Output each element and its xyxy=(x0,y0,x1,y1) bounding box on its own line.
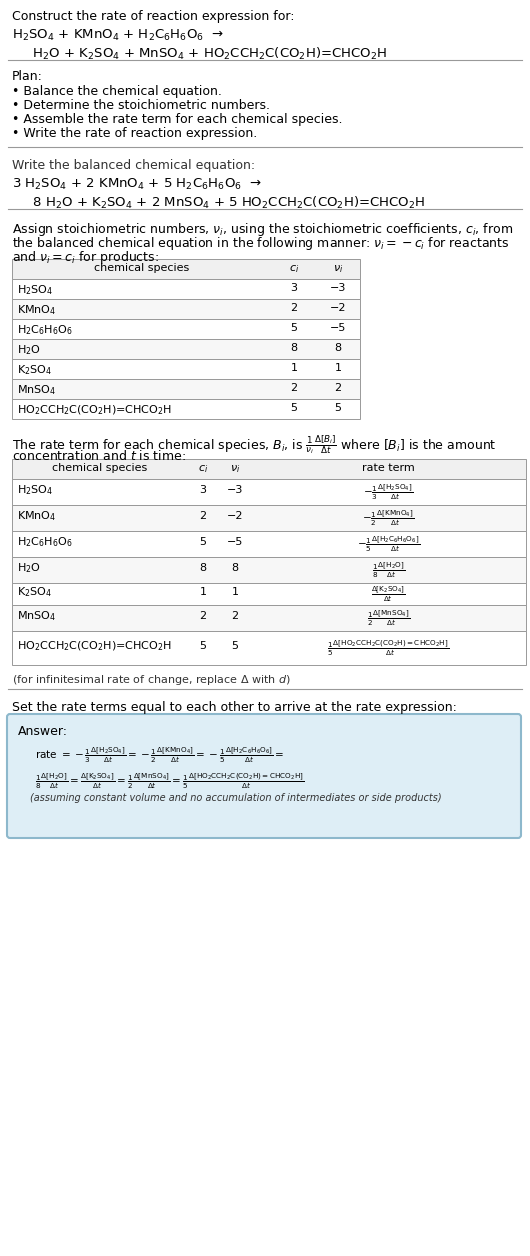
Text: 5: 5 xyxy=(290,403,297,413)
Text: HO$_2$CCH$_2$C(CO$_2$H)=CHCO$_2$H: HO$_2$CCH$_2$C(CO$_2$H)=CHCO$_2$H xyxy=(17,403,172,417)
Bar xyxy=(12,319,360,339)
Text: 5: 5 xyxy=(199,538,207,548)
Bar xyxy=(12,605,526,631)
Text: $\frac{1}{8}\frac{\Delta[\mathrm{H_2O}]}{\Delta t} = \frac{\Delta[\mathrm{K_2SO_: $\frac{1}{8}\frac{\Delta[\mathrm{H_2O}]}… xyxy=(35,771,305,791)
Text: $\frac{1}{5}\frac{\Delta[\mathrm{HO_2CCH_2C(CO_2H){=}CHCO_2H}]}{\Delta t}$: $\frac{1}{5}\frac{\Delta[\mathrm{HO_2CCH… xyxy=(328,638,449,658)
Text: H$_2$SO$_4$: H$_2$SO$_4$ xyxy=(17,283,53,296)
Text: 8: 8 xyxy=(199,563,207,573)
Text: $-\frac{1}{5}\frac{\Delta[\mathrm{H_2C_6H_6O_6}]}{\Delta t}$: $-\frac{1}{5}\frac{\Delta[\mathrm{H_2C_6… xyxy=(357,534,420,554)
Text: • Balance the chemical equation.: • Balance the chemical equation. xyxy=(12,85,222,98)
Text: 3 H$_2$SO$_4$ + 2 KMnO$_4$ + 5 H$_2$C$_6$H$_6$O$_6$  →: 3 H$_2$SO$_4$ + 2 KMnO$_4$ + 5 H$_2$C$_6… xyxy=(12,177,262,192)
Text: 5: 5 xyxy=(199,641,207,651)
Bar xyxy=(12,583,526,605)
Text: −3: −3 xyxy=(330,283,346,293)
Text: H$_2$O: H$_2$O xyxy=(17,561,41,575)
Text: Assign stoichiometric numbers, $\nu_i$, using the stoichiometric coefficients, $: Assign stoichiometric numbers, $\nu_i$, … xyxy=(12,221,513,237)
Text: 3: 3 xyxy=(290,283,297,293)
Text: $\frac{\Delta[\mathrm{K_2SO_4}]}{\Delta t}$: $\frac{\Delta[\mathrm{K_2SO_4}]}{\Delta … xyxy=(371,584,406,604)
Text: 2: 2 xyxy=(334,383,341,393)
Text: $-\frac{1}{2}\frac{\Delta[\mathrm{KMnO_4}]}{\Delta t}$: $-\frac{1}{2}\frac{\Delta[\mathrm{KMnO_4… xyxy=(363,509,414,528)
Text: 1: 1 xyxy=(232,587,239,597)
Text: 1: 1 xyxy=(199,587,207,597)
Text: 3: 3 xyxy=(199,485,207,495)
Text: $\nu_i$: $\nu_i$ xyxy=(333,263,343,275)
FancyBboxPatch shape xyxy=(7,713,521,838)
Text: H$_2$SO$_4$: H$_2$SO$_4$ xyxy=(17,484,53,497)
Text: K$_2$SO$_4$: K$_2$SO$_4$ xyxy=(17,585,52,599)
Bar xyxy=(12,299,360,319)
Text: 8 H$_2$O + K$_2$SO$_4$ + 2 MnSO$_4$ + 5 HO$_2$CCH$_2$C(CO$_2$H)=CHCO$_2$H: 8 H$_2$O + K$_2$SO$_4$ + 2 MnSO$_4$ + 5 … xyxy=(24,195,425,211)
Text: −3: −3 xyxy=(227,485,243,495)
Text: $\frac{1}{2}\frac{\Delta[\mathrm{MnSO_4}]}{\Delta t}$: $\frac{1}{2}\frac{\Delta[\mathrm{MnSO_4}… xyxy=(367,608,410,628)
Text: K$_2$SO$_4$: K$_2$SO$_4$ xyxy=(17,363,52,377)
Text: 2: 2 xyxy=(199,610,207,620)
Text: H$_2$O: H$_2$O xyxy=(17,343,41,357)
Text: Construct the rate of reaction expression for:: Construct the rate of reaction expressio… xyxy=(12,10,295,23)
Text: chemical species: chemical species xyxy=(94,263,190,273)
Text: 1: 1 xyxy=(290,363,297,373)
Text: H$_2$O + K$_2$SO$_4$ + MnSO$_4$ + HO$_2$CCH$_2$C(CO$_2$H)=CHCO$_2$H: H$_2$O + K$_2$SO$_4$ + MnSO$_4$ + HO$_2$… xyxy=(24,46,387,62)
Text: KMnO$_4$: KMnO$_4$ xyxy=(17,509,56,522)
Bar xyxy=(12,631,526,664)
Text: $\nu_i$: $\nu_i$ xyxy=(230,463,240,475)
Text: • Write the rate of reaction expression.: • Write the rate of reaction expression. xyxy=(12,127,257,139)
Bar xyxy=(12,505,526,531)
Text: (for infinitesimal rate of change, replace Δ with $d$): (for infinitesimal rate of change, repla… xyxy=(12,673,291,687)
Text: $-\frac{1}{3}\frac{\Delta[\mathrm{H_2SO_4}]}{\Delta t}$: $-\frac{1}{3}\frac{\Delta[\mathrm{H_2SO_… xyxy=(364,482,413,502)
Bar xyxy=(12,556,526,583)
Text: MnSO$_4$: MnSO$_4$ xyxy=(17,609,56,623)
Text: 8: 8 xyxy=(334,343,341,353)
Text: chemical species: chemical species xyxy=(52,463,147,474)
Text: • Assemble the rate term for each chemical species.: • Assemble the rate term for each chemic… xyxy=(12,113,342,126)
Bar xyxy=(12,399,360,420)
Text: Plan:: Plan: xyxy=(12,70,43,83)
Text: H$_2$SO$_4$ + KMnO$_4$ + H$_2$C$_6$H$_6$O$_6$  →: H$_2$SO$_4$ + KMnO$_4$ + H$_2$C$_6$H$_6$… xyxy=(12,28,224,43)
Bar xyxy=(12,479,526,505)
Bar xyxy=(12,279,360,299)
Text: −2: −2 xyxy=(227,511,243,521)
Text: Set the rate terms equal to each other to arrive at the rate expression:: Set the rate terms equal to each other t… xyxy=(12,701,457,713)
Text: H$_2$C$_6$H$_6$O$_6$: H$_2$C$_6$H$_6$O$_6$ xyxy=(17,323,73,337)
Bar xyxy=(12,531,526,556)
Text: −2: −2 xyxy=(330,303,346,313)
Text: 1: 1 xyxy=(334,363,341,373)
Text: 2: 2 xyxy=(199,511,207,521)
Bar xyxy=(12,458,526,479)
Text: $\frac{1}{8}\frac{\Delta[\mathrm{H_2O}]}{\Delta t}$: $\frac{1}{8}\frac{\Delta[\mathrm{H_2O}]}… xyxy=(372,560,405,580)
Text: 2: 2 xyxy=(290,383,297,393)
Text: concentration and $t$ is time:: concentration and $t$ is time: xyxy=(12,448,186,463)
Bar xyxy=(12,379,360,399)
Text: H$_2$C$_6$H$_6$O$_6$: H$_2$C$_6$H$_6$O$_6$ xyxy=(17,535,73,549)
Text: 8: 8 xyxy=(290,343,297,353)
Text: 8: 8 xyxy=(232,563,239,573)
Text: KMnO$_4$: KMnO$_4$ xyxy=(17,303,56,317)
Text: MnSO$_4$: MnSO$_4$ xyxy=(17,383,56,397)
Bar xyxy=(12,259,360,279)
Text: −5: −5 xyxy=(227,538,243,548)
Text: $c_i$: $c_i$ xyxy=(289,263,299,275)
Text: HO$_2$CCH$_2$C(CO$_2$H)=CHCO$_2$H: HO$_2$CCH$_2$C(CO$_2$H)=CHCO$_2$H xyxy=(17,639,172,653)
Text: rate term: rate term xyxy=(362,463,415,474)
Text: The rate term for each chemical species, $B_i$, is $\frac{1}{\nu_i}\frac{\Delta[: The rate term for each chemical species,… xyxy=(12,433,497,456)
Text: 2: 2 xyxy=(232,610,239,620)
Text: 2: 2 xyxy=(290,303,297,313)
Text: −5: −5 xyxy=(330,323,346,333)
Text: $c_i$: $c_i$ xyxy=(198,463,208,475)
Text: • Determine the stoichiometric numbers.: • Determine the stoichiometric numbers. xyxy=(12,99,270,112)
Bar xyxy=(12,359,360,379)
Text: Write the balanced chemical equation:: Write the balanced chemical equation: xyxy=(12,160,255,172)
Text: 5: 5 xyxy=(232,641,239,651)
Text: and $\nu_i = c_i$ for products:: and $\nu_i = c_i$ for products: xyxy=(12,249,159,266)
Text: rate $= -\frac{1}{3}\frac{\Delta[\mathrm{H_2SO_4}]}{\Delta t} = -\frac{1}{2}\fra: rate $= -\frac{1}{3}\frac{\Delta[\mathrm… xyxy=(35,745,285,765)
Bar xyxy=(12,339,360,359)
Text: 5: 5 xyxy=(334,403,341,413)
Text: the balanced chemical equation in the following manner: $\nu_i = -c_i$ for react: the balanced chemical equation in the fo… xyxy=(12,235,509,252)
Text: Answer:: Answer: xyxy=(18,725,68,739)
Text: 5: 5 xyxy=(290,323,297,333)
Text: (assuming constant volume and no accumulation of intermediates or side products): (assuming constant volume and no accumul… xyxy=(30,793,441,803)
